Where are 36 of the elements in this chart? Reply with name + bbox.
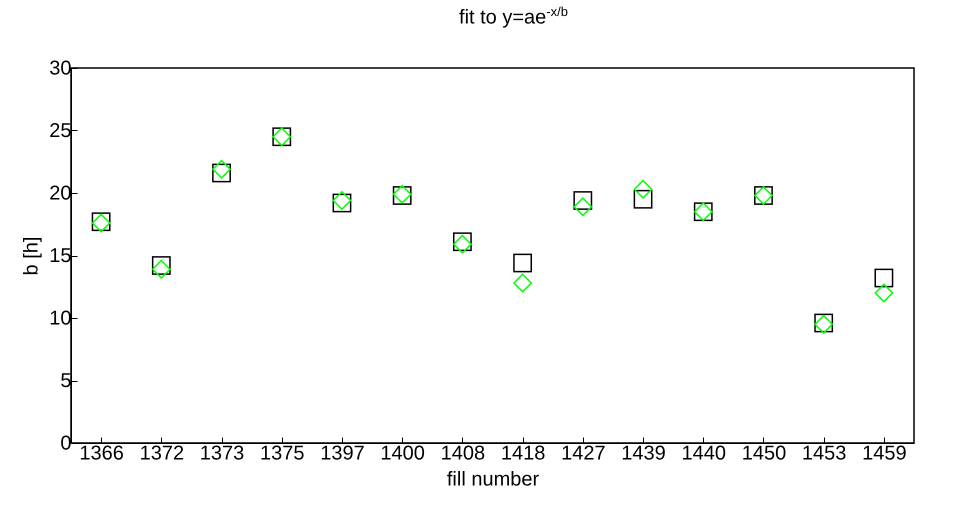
x-tick-label: 1440 [682, 442, 726, 464]
point [212, 164, 231, 182]
x-tick-label: 1453 [802, 442, 846, 464]
point [874, 268, 894, 288]
x-tick-label: 1400 [380, 442, 425, 464]
y-tick-label: 0 [60, 432, 72, 454]
x-tick-label: 1375 [260, 442, 304, 464]
y-axis-title: b [h] [20, 236, 42, 276]
point [152, 256, 171, 275]
x-tick-label: 1439 [621, 442, 666, 464]
y-tick-label: 15 [49, 245, 72, 267]
x-tick-label: 1450 [742, 442, 786, 464]
point [513, 274, 532, 292]
point [212, 160, 231, 179]
point [634, 190, 652, 209]
x-tick-label: 1408 [440, 442, 486, 464]
y-tick-label: 25 [49, 120, 72, 142]
point [573, 191, 592, 210]
x-tick-label: 1397 [320, 442, 365, 464]
x-tick-label: 1373 [200, 442, 244, 464]
x-tick-label: 1418 [500, 442, 546, 464]
point [874, 284, 894, 302]
x-tick-label: 1459 [862, 442, 907, 464]
y-tick-label: 5 [60, 370, 72, 392]
x-axis-title: fill number [446, 468, 540, 490]
point [634, 180, 652, 199]
y-tick-label: 30 [49, 58, 72, 80]
y-tick-label: 10 [49, 308, 72, 330]
x-tick-label: 1366 [79, 442, 124, 464]
point [152, 260, 171, 279]
chart-title: fit to y=ae$^{-x/b}$ [458, 4, 569, 30]
y-tick-label: 20 [49, 182, 72, 204]
x-tick-label: 1372 [140, 442, 184, 464]
point [513, 254, 532, 272]
point [573, 197, 592, 216]
x-tick-label: 1427 [561, 442, 606, 464]
